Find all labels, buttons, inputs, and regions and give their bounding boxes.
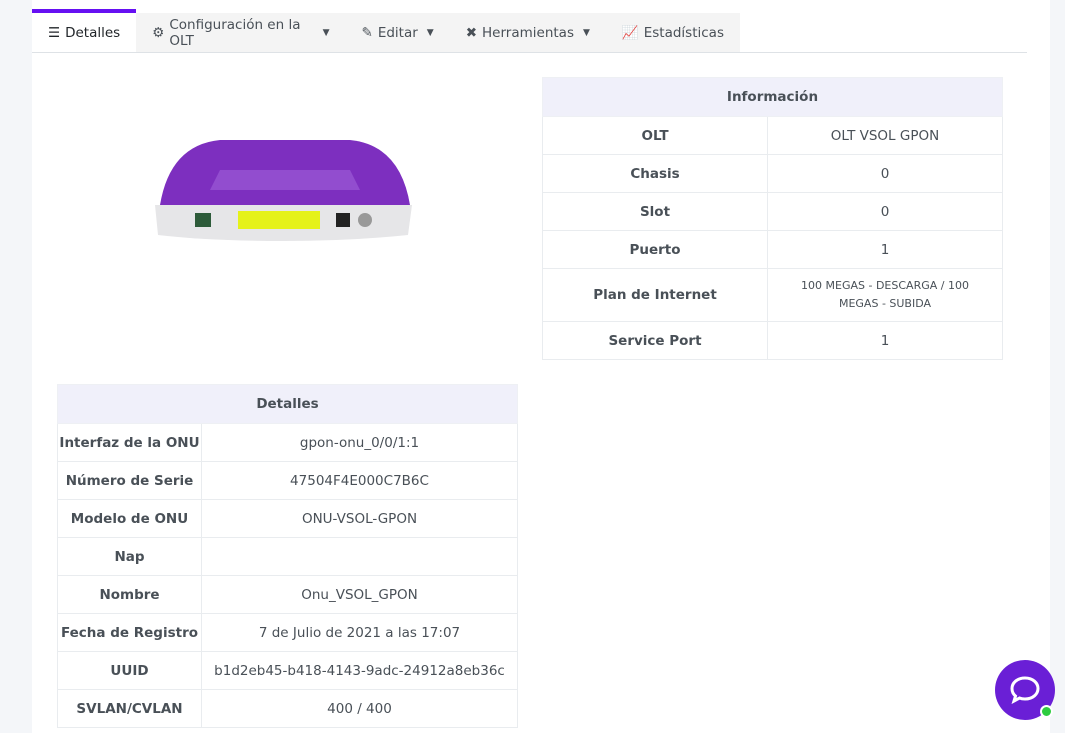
table-row: Nap (57, 537, 518, 576)
table-row: Puerto 1 (542, 230, 1003, 269)
table-row: Modelo de ONU ONU-VSOL-GPON (57, 499, 518, 538)
tab-estadisticas[interactable]: 📈 Estadísticas (621, 24, 724, 41)
tab-divider (32, 52, 1027, 53)
table-row: Número de Serie 47504F4E000C7B6C (57, 461, 518, 500)
details-table: Detalles Interfaz de la ONU gpon-onu_0/0/… (57, 384, 518, 728)
tab-editar[interactable]: ✎ Editar ▼ (361, 24, 434, 41)
table-row: Chasis 0 (542, 154, 1003, 193)
table-row: UUID b1d2eb45-b418-4143-9adc-24912a8eb36c (57, 651, 518, 690)
info-table: Información OLT OLT VSOL GPON Chasis 0 Slo… (542, 77, 1003, 360)
table-row: SVLAN/CVLAN 400 / 400 (57, 689, 518, 728)
tools-icon: ✖ (465, 24, 478, 41)
tab-detalles[interactable]: ☰ Detalles (32, 9, 137, 53)
chat-bubble-icon (1010, 676, 1040, 704)
chat-button[interactable] (995, 660, 1055, 720)
table-row: Interfaz de la ONU gpon-onu_0/0/1:1 (57, 423, 518, 462)
tab-herramientas[interactable]: ✖ Herramientas ▼ (465, 24, 590, 41)
details-table-title: Detalles (57, 384, 518, 424)
edit-icon: ✎ (361, 24, 373, 41)
table-row: Slot 0 (542, 192, 1003, 231)
table-row: Nombre Onu_VSOL_GPON (57, 575, 518, 614)
table-row: Fecha de Registro 7 de Julio de 2021 a la… (57, 613, 518, 652)
info-table-title: Información (542, 77, 1003, 117)
gear-icon: ⚙ (152, 24, 165, 41)
table-row: Service Port 1 (542, 321, 1003, 360)
tab-bar: ☰ Detalles ⚙ Configuración en la OLT ▼ ✎ Edi… (32, 9, 740, 53)
table-row: OLT OLT VSOL GPON (542, 116, 1003, 155)
caret-down-icon: ▼ (322, 27, 330, 38)
caret-down-icon: ▼ (426, 27, 434, 38)
list-icon: ☰ (48, 25, 61, 41)
caret-down-icon: ▼ (583, 27, 590, 38)
table-row: Plan de Internet 100 MEGAS - DESCARGA / 1… (542, 268, 1003, 322)
onu-device-image (155, 140, 412, 241)
tab-configuracion-olt[interactable]: ⚙ Configuración en la OLT ▼ (152, 16, 330, 49)
online-status-dot (1040, 705, 1053, 718)
chart-line-icon: 📈 (621, 24, 639, 41)
